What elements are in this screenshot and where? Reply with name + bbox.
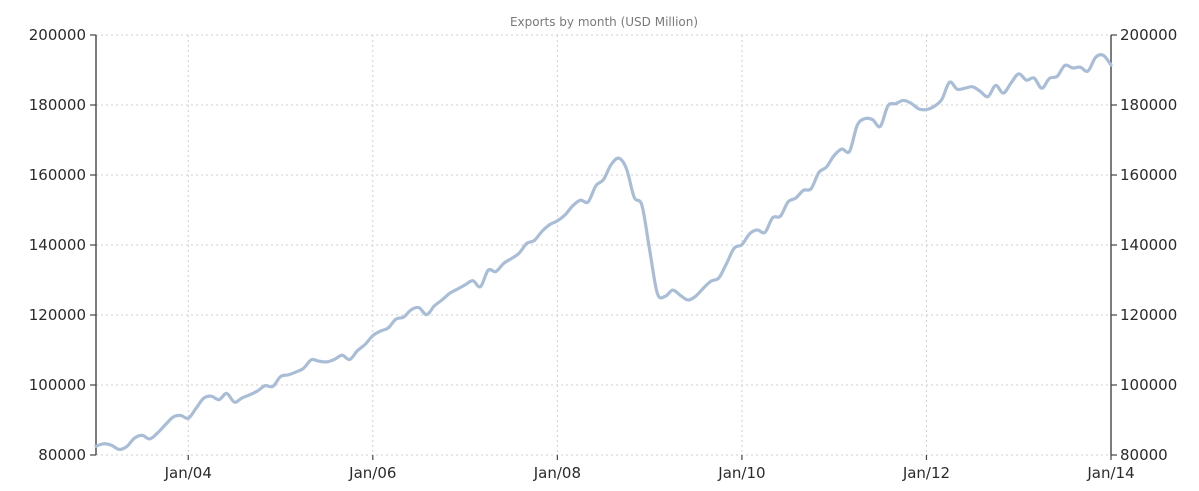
chart-title: Exports by month (USD Million) — [510, 15, 698, 29]
right-y-tick-label-3: 140000 — [1120, 236, 1177, 254]
x-tick-label-0: Jan/04 — [164, 464, 212, 482]
series-line-exports — [94, 53, 1113, 452]
series-group — [94, 53, 1113, 452]
x-tick-label-2: Jan/08 — [533, 464, 581, 482]
left-y-tick-label-3: 140000 — [29, 236, 86, 254]
right-y-tick-label-0: 80000 — [1120, 446, 1168, 464]
left-y-tick-label-4: 160000 — [29, 166, 86, 184]
x-axis-ticks: Jan/04 Jan/06 Jan/08 Jan/10 Jan/12 Jan/14 — [164, 455, 1135, 482]
right-y-tick-label-2: 120000 — [1120, 306, 1177, 324]
x-tick-label-3: Jan/10 — [717, 464, 765, 482]
right-y-tick-label-5: 180000 — [1120, 96, 1177, 114]
x-tick-label-4: Jan/12 — [902, 464, 950, 482]
left-y-tick-label-0: 80000 — [38, 446, 86, 464]
x-tick-label-1: Jan/06 — [348, 464, 396, 482]
right-y-axis-ticks: 80000 100000 120000 140000 160000 180000 20000… — [1111, 26, 1177, 464]
right-y-tick-label-4: 160000 — [1120, 166, 1177, 184]
grid — [96, 34, 1112, 456]
left-y-tick-label-1: 100000 — [29, 376, 86, 394]
right-y-tick-label-6: 200000 — [1120, 26, 1177, 44]
left-y-tick-label-2: 120000 — [29, 306, 86, 324]
x-tick-label-5: Jan/14 — [1086, 464, 1134, 482]
left-y-tick-label-5: 180000 — [29, 96, 86, 114]
left-y-axis-ticks: 80000 100000 120000 140000 160000 180000 20000… — [29, 26, 96, 464]
axes — [95, 35, 1112, 455]
right-y-tick-label-1: 100000 — [1120, 376, 1177, 394]
left-y-tick-label-6: 200000 — [29, 26, 86, 44]
